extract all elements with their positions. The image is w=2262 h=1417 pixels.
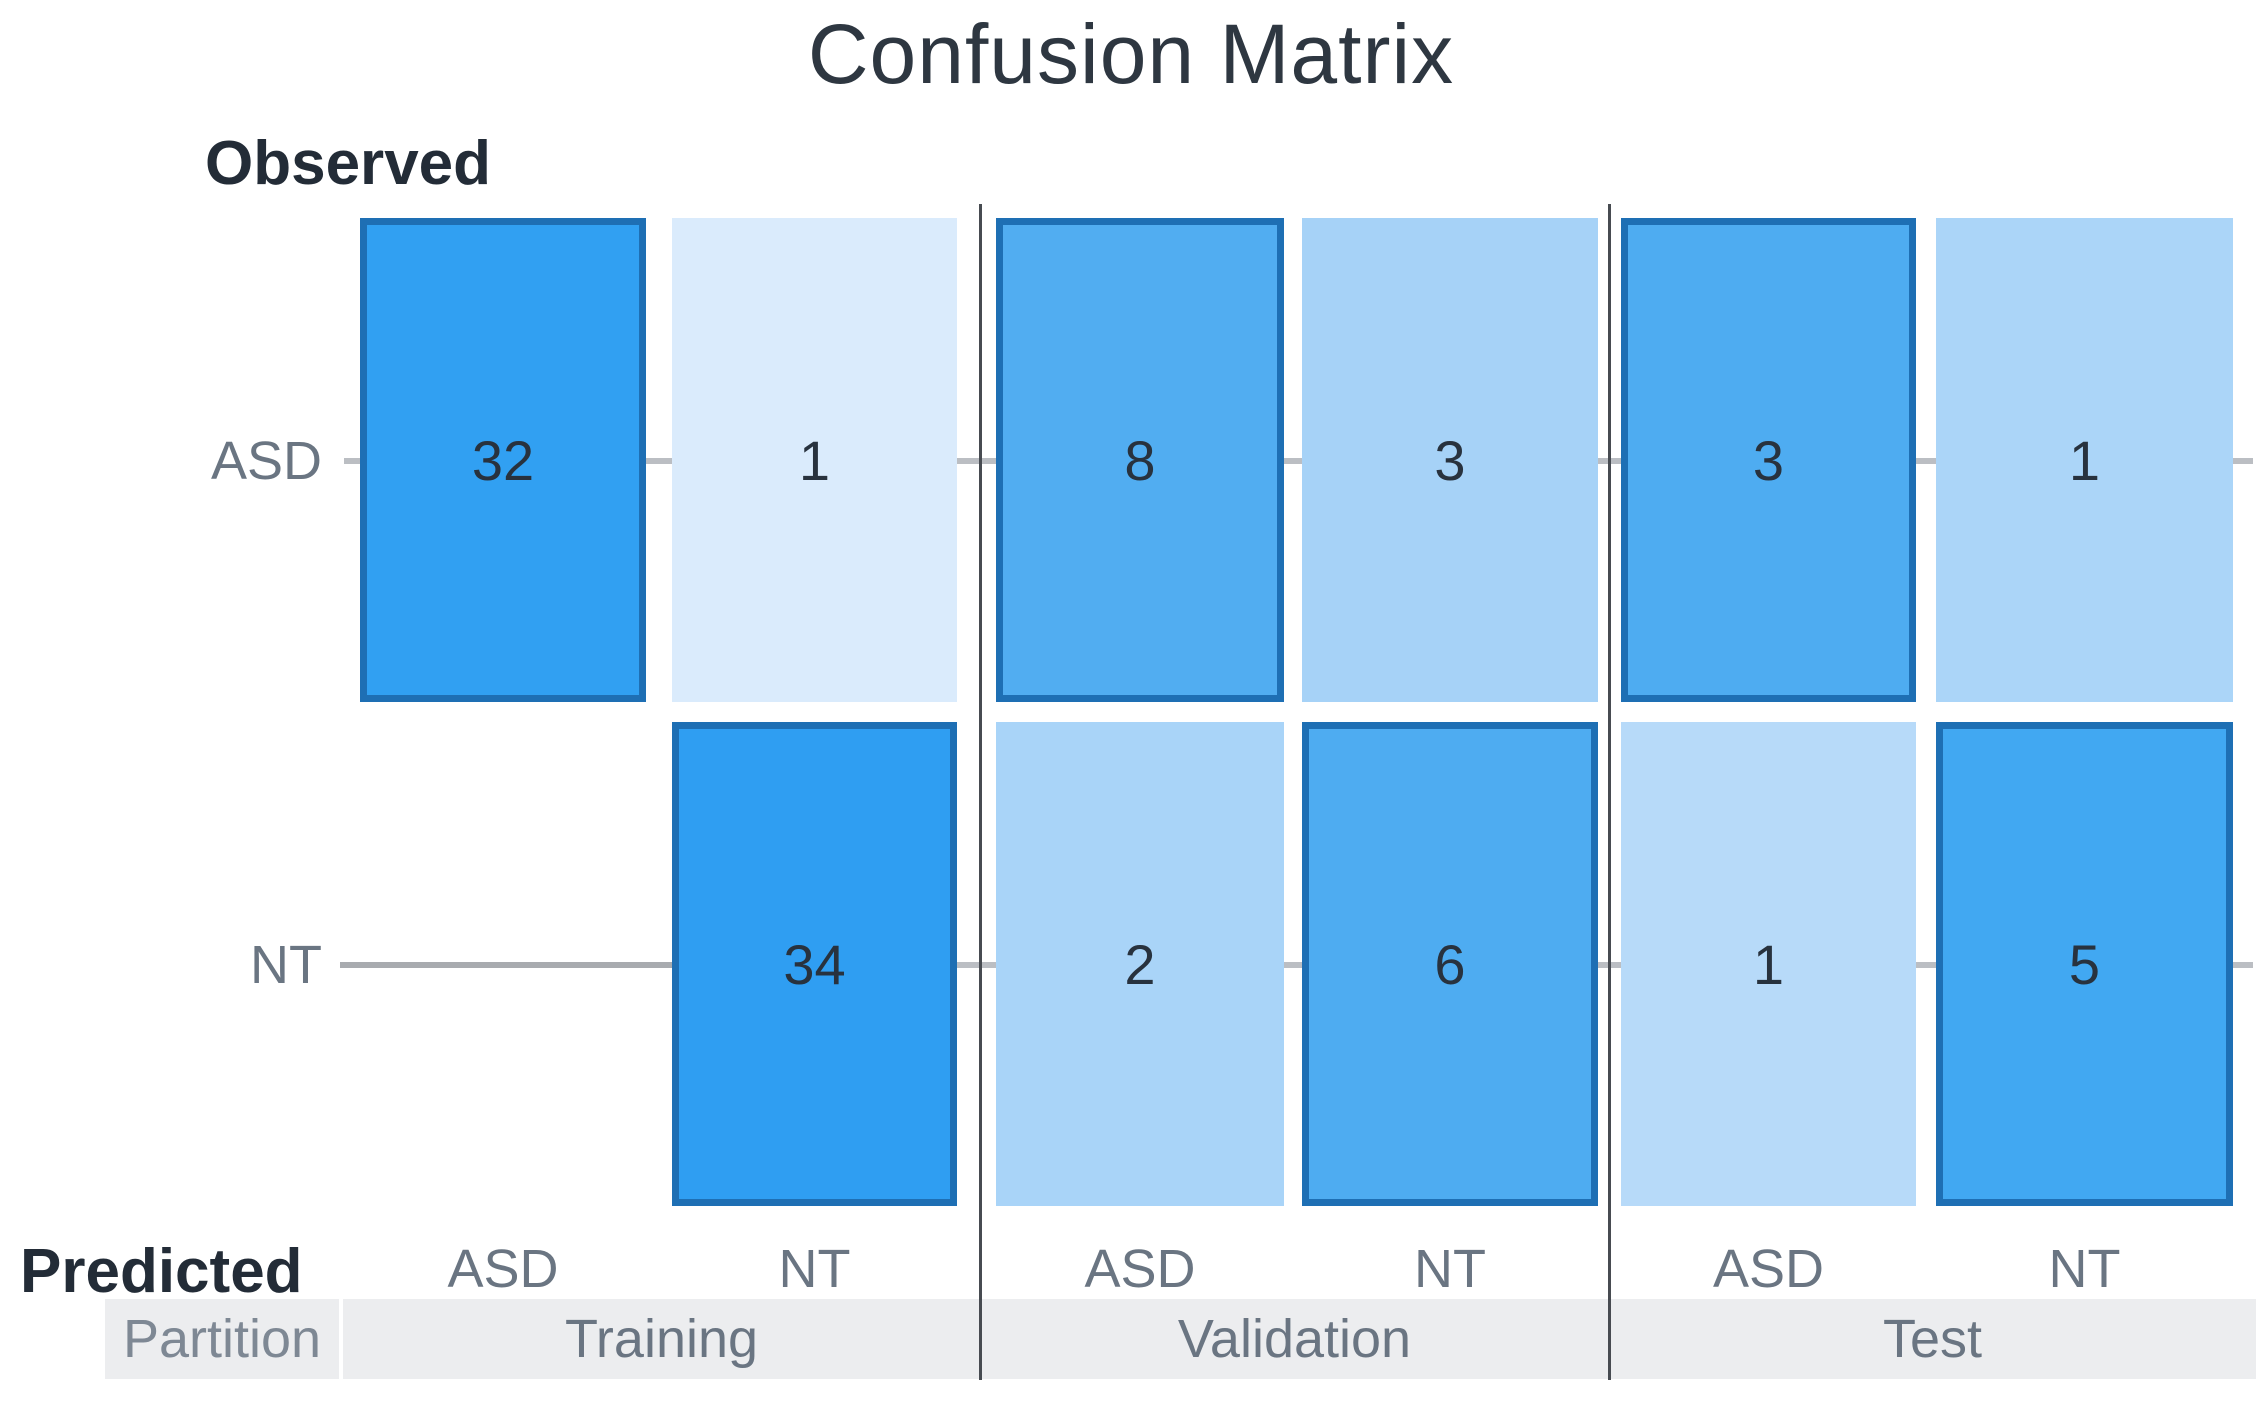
cell-count: 2 <box>1124 932 1156 996</box>
axis-tick <box>957 962 996 968</box>
partition-row-header: Partition <box>105 1299 339 1379</box>
cell-count: 5 <box>2068 932 2101 996</box>
axis-tick <box>957 458 996 464</box>
cell-validation-nt-nt[interactable]: 6 <box>1302 722 1598 1206</box>
row-label-nt: NT <box>250 935 322 995</box>
partition-cell-test: Test <box>1609 1299 2256 1379</box>
cell-count: 1 <box>1752 932 1785 996</box>
axis-tick <box>344 458 360 464</box>
axis-tick <box>1284 962 1302 968</box>
col-label-test-nt: NT <box>2048 1239 2121 1299</box>
col-label-validation-asd: ASD <box>1084 1239 1196 1299</box>
partition-cell-validation: Validation <box>980 1299 1609 1379</box>
partition-cell-training: Training <box>343 1299 980 1379</box>
observed-axis-label: Observed <box>205 129 492 198</box>
col-label-validation-nt: NT <box>1414 1239 1486 1299</box>
cell-count: 1 <box>798 428 831 492</box>
partition-divider-1 <box>979 204 982 1380</box>
cell-count: 32 <box>471 428 535 492</box>
axis-tick <box>2233 458 2253 464</box>
axis-tick <box>1916 458 1936 464</box>
axis-tick-long <box>340 962 672 968</box>
cell-validation-asd-asd[interactable]: 8 <box>996 218 1284 702</box>
cell-count: 3 <box>1752 428 1785 492</box>
row-label-asd: ASD <box>210 431 322 491</box>
axis-tick <box>2233 962 2253 968</box>
cell-training-asd-nt[interactable]: 1 <box>672 218 957 702</box>
cell-test-asd-asd[interactable]: 3 <box>1621 218 1916 702</box>
partition-divider-2 <box>1608 204 1611 1380</box>
axis-tick <box>1916 962 1936 968</box>
cell-test-asd-nt[interactable]: 1 <box>1936 218 2233 702</box>
col-label-training-nt: NT <box>778 1239 851 1299</box>
cell-test-nt-nt[interactable]: 5 <box>1936 722 2233 1206</box>
cell-test-nt-asd[interactable]: 1 <box>1621 722 1916 1206</box>
cell-count: 6 <box>1434 932 1466 996</box>
col-label-test-asd: ASD <box>1712 1239 1825 1299</box>
col-label-training-asd: ASD <box>447 1239 559 1299</box>
cell-validation-nt-asd[interactable]: 2 <box>996 722 1284 1206</box>
cell-training-asd-asd[interactable]: 32 <box>360 218 646 702</box>
cell-count: 34 <box>783 932 846 996</box>
predicted-axis-label: Predicted <box>20 1237 303 1306</box>
cell-count: 8 <box>1124 428 1156 492</box>
cell-validation-asd-nt[interactable]: 3 <box>1302 218 1598 702</box>
cell-count: 3 <box>1434 428 1466 492</box>
cell-count: 1 <box>2068 428 2101 492</box>
chart-title: Confusion Matrix <box>807 7 1455 101</box>
axis-tick <box>646 458 672 464</box>
cell-training-nt-nt[interactable]: 34 <box>672 722 957 1206</box>
axis-tick <box>1284 458 1302 464</box>
